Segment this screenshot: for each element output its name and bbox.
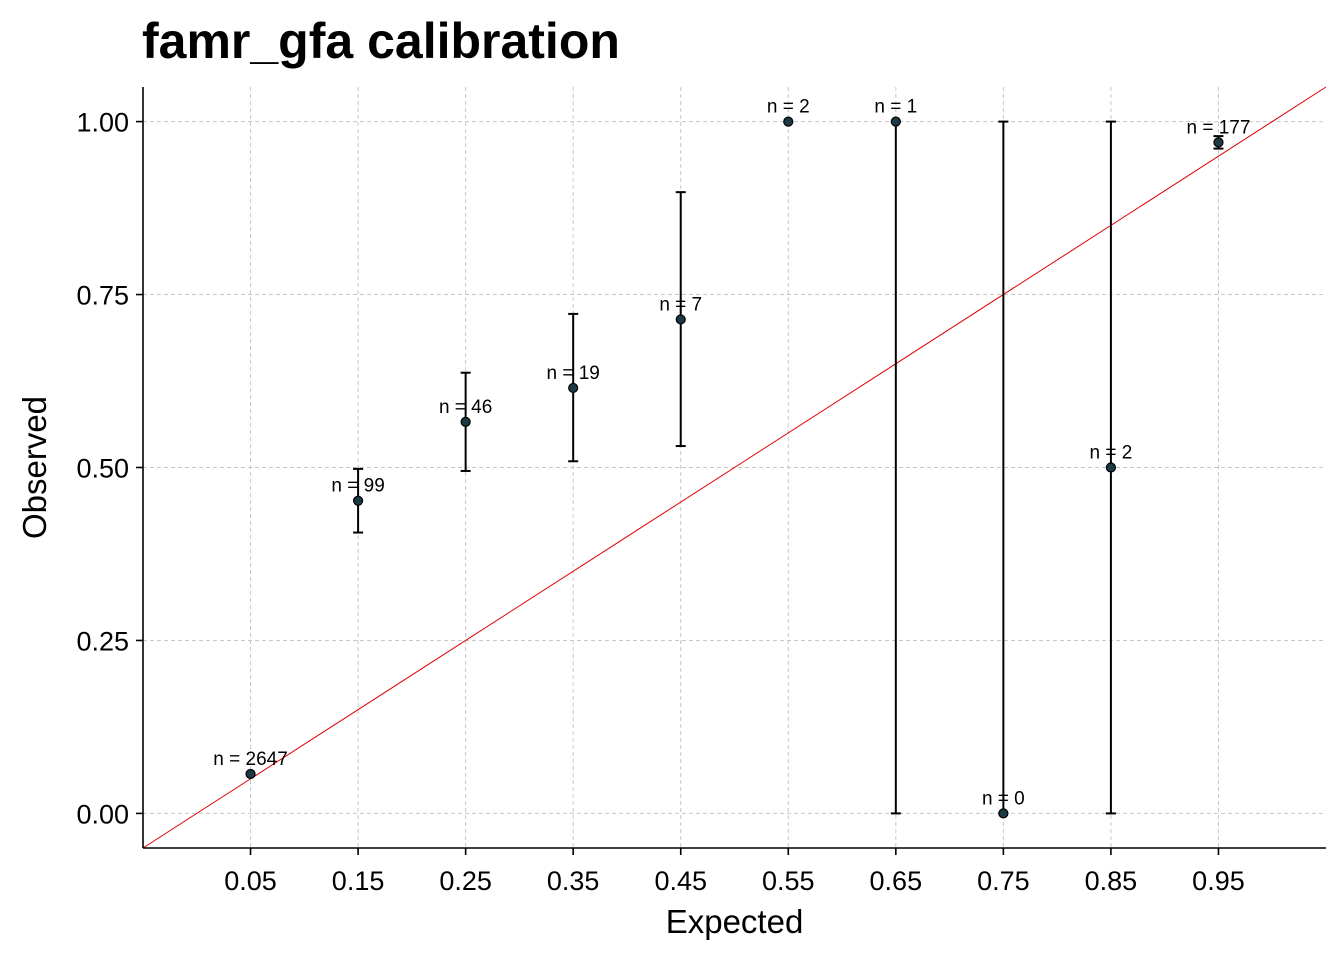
data-point — [568, 382, 579, 394]
data-point — [783, 116, 794, 127]
data-point — [998, 808, 1009, 819]
count-label: n = 0 — [982, 788, 1025, 809]
y-tick-label: 0.50 — [76, 454, 129, 484]
x-tick-label: 0.75 — [977, 866, 1030, 896]
count-label: n = 1 — [874, 97, 917, 118]
data-point — [1213, 137, 1224, 148]
count-label: n = 2 — [1090, 443, 1133, 464]
x-axis-ticks: 0.05 0.15 0.25 0.35 0.45 0.55 0.65 0.75 0.85 0.95 — [224, 848, 1245, 896]
x-tick-label: 0.55 — [762, 866, 815, 896]
y-tick-label: 1.00 — [76, 108, 129, 138]
data-point — [1105, 462, 1117, 473]
data-point — [460, 416, 471, 427]
count-label: n = 177 — [1186, 117, 1250, 138]
identity-reference-line — [142, 86, 1327, 849]
data-point — [675, 314, 686, 325]
y-tick-label: 0.75 — [76, 281, 129, 311]
data-point — [245, 768, 256, 780]
x-tick-label: 0.15 — [332, 866, 385, 896]
x-tick-label: 0.05 — [224, 866, 277, 896]
count-label: n = 7 — [659, 294, 702, 315]
count-label: n = 46 — [439, 397, 492, 418]
chart-title: famr_gfa calibration — [142, 13, 620, 69]
y-tick-label: 0.25 — [76, 626, 129, 656]
count-label: n = 2647 — [213, 749, 288, 770]
x-tick-label: 0.35 — [547, 866, 600, 896]
x-tick-label: 0.45 — [654, 866, 707, 896]
x-tick-label: 0.95 — [1192, 866, 1245, 896]
count-label: n = 2 — [767, 97, 810, 118]
x-tick-label: 0.85 — [1085, 866, 1138, 896]
y-axis-ticks: 0.00 0.25 0.50 0.75 1.00 — [76, 108, 143, 829]
count-labels: n = 2647 n = 99 n = 46 n = 19 n = 7 n = 2 n = … — [213, 97, 1250, 810]
y-tick-label: 0.00 — [76, 799, 129, 829]
x-tick-label: 0.25 — [439, 866, 492, 896]
x-axis-title: Expected — [666, 903, 804, 940]
count-label: n = 99 — [331, 476, 384, 497]
y-axis-title: Observed — [16, 396, 53, 539]
count-label: n = 19 — [547, 363, 600, 384]
x-tick-label: 0.65 — [870, 866, 923, 896]
data-point — [352, 495, 364, 506]
data-point — [890, 116, 901, 127]
data-points — [245, 116, 1224, 819]
